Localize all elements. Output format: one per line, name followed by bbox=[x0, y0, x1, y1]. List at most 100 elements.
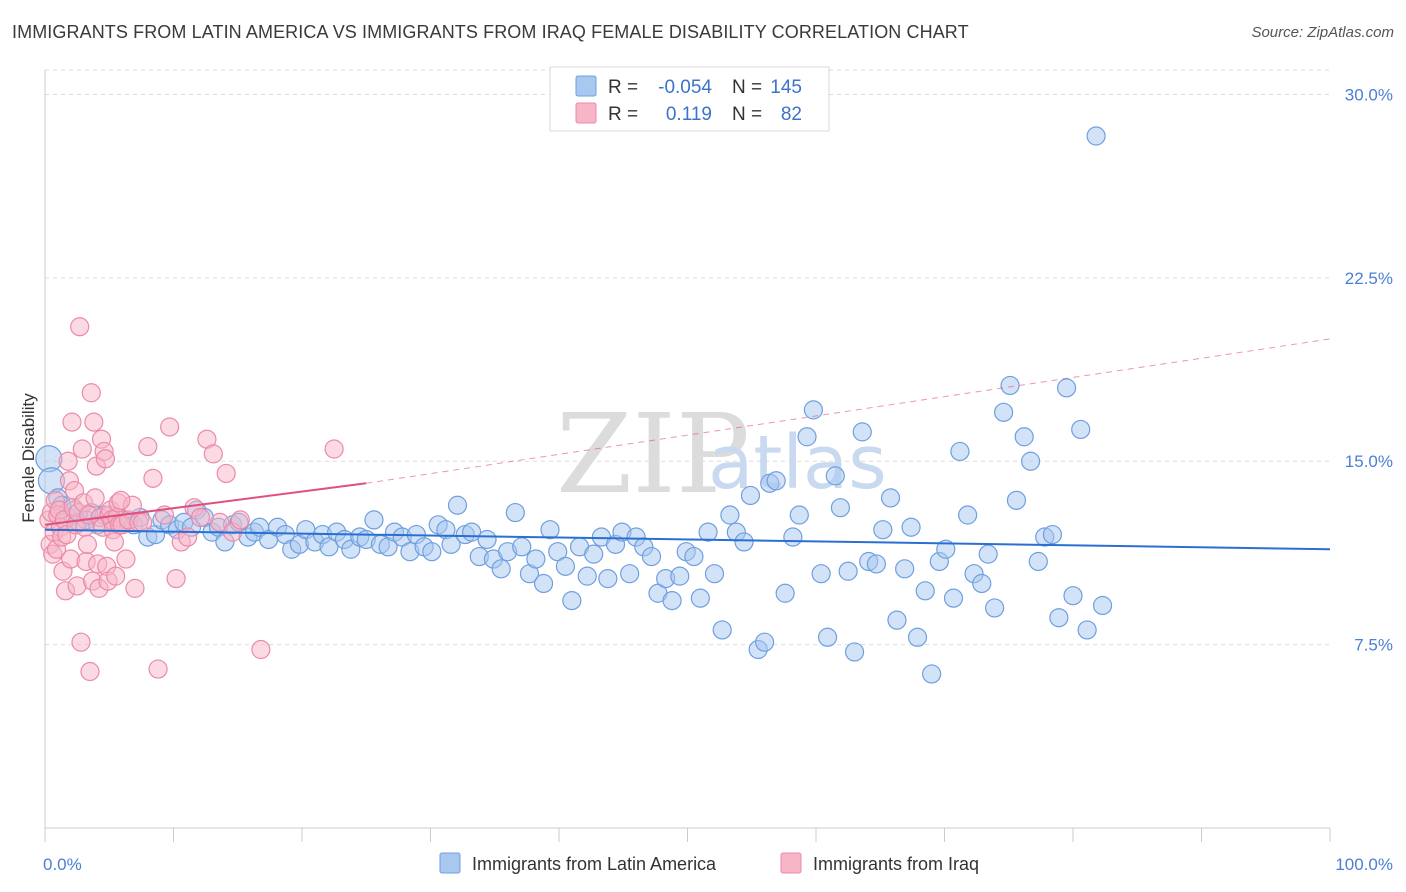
point-latin-america bbox=[1077, 620, 1097, 640]
point-latin-america bbox=[1028, 551, 1048, 572]
point-iraq bbox=[95, 449, 115, 469]
point-iraq bbox=[70, 317, 90, 337]
point-latin-america bbox=[698, 522, 718, 542]
point-iraq bbox=[251, 639, 271, 660]
point-latin-america bbox=[873, 520, 893, 540]
point-iraq bbox=[111, 490, 131, 510]
series-legend-label-latin-america: Immigrants from Latin America bbox=[472, 854, 717, 874]
point-iraq bbox=[160, 417, 180, 437]
point-latin-america bbox=[1049, 608, 1069, 628]
point-latin-america bbox=[901, 517, 921, 537]
trend-line-iraq bbox=[44, 482, 367, 526]
point-latin-america bbox=[712, 620, 732, 640]
point-latin-america bbox=[1006, 490, 1027, 510]
point-latin-america bbox=[936, 539, 956, 559]
chart-source: Source: ZipAtlas.com bbox=[1251, 24, 1394, 41]
point-latin-america bbox=[662, 590, 682, 611]
watermark-zip: ZIP bbox=[556, 390, 750, 518]
legend-n-value-1: 145 bbox=[770, 77, 802, 98]
point-latin-america bbox=[562, 590, 582, 611]
point-iraq bbox=[203, 444, 223, 464]
point-latin-america bbox=[577, 566, 597, 586]
point-latin-america bbox=[690, 588, 710, 608]
legend-n-value-2: 82 bbox=[781, 104, 802, 125]
y-tick-label: 30.0% bbox=[1345, 85, 1393, 104]
point-latin-america bbox=[505, 502, 525, 523]
point-latin-america bbox=[830, 498, 851, 518]
point-latin-america bbox=[1086, 126, 1106, 146]
chart-title: IMMIGRANTS FROM LATIN AMERICA VS IMMIGRA… bbox=[12, 22, 969, 42]
point-latin-america bbox=[620, 564, 640, 584]
point-latin-america bbox=[584, 544, 604, 564]
y-tick-label: 7.5% bbox=[1354, 636, 1393, 655]
point-iraq bbox=[62, 412, 82, 432]
point-iraq bbox=[133, 512, 153, 532]
point-iraq bbox=[324, 439, 344, 459]
point-iraq bbox=[116, 549, 136, 569]
point-latin-america bbox=[491, 559, 511, 579]
point-latin-america bbox=[907, 627, 928, 647]
point-latin-america bbox=[598, 568, 618, 589]
point-latin-america bbox=[825, 466, 845, 486]
point-latin-america bbox=[533, 573, 554, 594]
point-latin-america bbox=[684, 546, 704, 567]
point-latin-america bbox=[447, 495, 468, 515]
legend-r-value-2: 0.119 bbox=[666, 104, 712, 125]
series-legend-label-iraq: Immigrants from Iraq bbox=[813, 854, 979, 874]
point-latin-america bbox=[540, 520, 560, 540]
point-latin-america bbox=[887, 610, 907, 630]
point-latin-america bbox=[1071, 419, 1091, 440]
point-iraq bbox=[72, 439, 92, 459]
legend-r-value-1: -0.054 bbox=[658, 77, 712, 98]
point-latin-america bbox=[994, 402, 1014, 422]
point-latin-america bbox=[512, 537, 532, 557]
point-iraq bbox=[216, 463, 236, 484]
point-latin-america bbox=[754, 632, 775, 652]
legend-swatch-latin-america bbox=[575, 75, 597, 97]
x-tick-label-min: 0.0% bbox=[43, 855, 82, 874]
y-axis-label: Female Disability bbox=[19, 393, 38, 523]
point-latin-america bbox=[972, 573, 992, 594]
point-iraq bbox=[106, 566, 126, 586]
series-legend: Immigrants from Latin America Immigrants… bbox=[439, 852, 979, 874]
point-latin-america bbox=[422, 542, 442, 562]
point-iraq bbox=[80, 661, 100, 682]
point-iraq bbox=[166, 568, 186, 589]
point-latin-america bbox=[838, 561, 858, 581]
point-iraq bbox=[58, 451, 78, 471]
point-latin-america bbox=[555, 556, 576, 576]
point-latin-america bbox=[1042, 524, 1063, 545]
point-latin-america bbox=[922, 664, 942, 684]
series-legend-swatch-iraq bbox=[780, 852, 802, 874]
point-latin-america bbox=[775, 583, 795, 603]
x-tick-label-max: 100.0% bbox=[1335, 855, 1393, 874]
point-latin-america bbox=[526, 549, 546, 569]
point-latin-america bbox=[740, 485, 761, 506]
point-iraq bbox=[85, 488, 105, 508]
trend-line-iraq-extension bbox=[366, 338, 1331, 484]
correlation-legend: R = -0.054 N = 145 R = 0.119 N = 82 bbox=[549, 66, 830, 132]
point-iraq bbox=[84, 412, 104, 432]
point-latin-america bbox=[866, 554, 886, 574]
point-latin-america bbox=[958, 505, 978, 525]
point-latin-america bbox=[670, 566, 690, 586]
point-iraq bbox=[125, 578, 145, 598]
point-latin-america bbox=[1092, 595, 1113, 616]
point-latin-america bbox=[950, 441, 970, 462]
point-latin-america bbox=[766, 471, 786, 491]
point-latin-america bbox=[734, 532, 754, 552]
point-iraq bbox=[71, 632, 91, 652]
point-latin-america bbox=[895, 559, 915, 579]
point-iraq bbox=[77, 534, 98, 554]
point-latin-america bbox=[364, 510, 384, 530]
point-iraq bbox=[190, 507, 211, 528]
tick-labels: 7.5% 15.0% 22.5% 30.0% 0.0% 100.0% bbox=[43, 85, 1393, 874]
point-latin-america bbox=[1020, 451, 1041, 471]
point-latin-america bbox=[720, 505, 740, 525]
point-latin-america bbox=[817, 627, 838, 647]
point-latin-america bbox=[1056, 378, 1077, 398]
point-iraq bbox=[143, 468, 163, 488]
point-latin-america bbox=[811, 564, 831, 584]
point-iraq bbox=[104, 532, 124, 552]
